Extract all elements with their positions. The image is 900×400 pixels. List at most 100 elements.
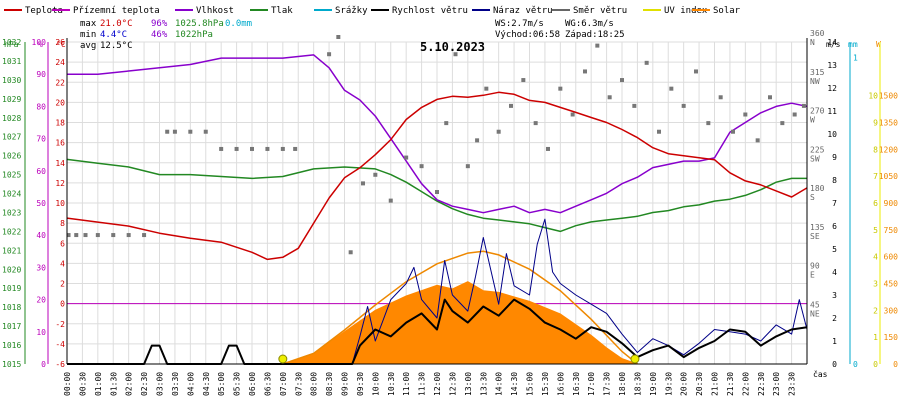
legend-label: Směr větru — [573, 6, 627, 16]
time-tick-label: 01:00 — [94, 372, 103, 396]
wind-direction-point — [465, 164, 470, 169]
legend: Teplota Přízemní teplota Vlhkost Tlak Srážky… — [4, 6, 741, 16]
wind-direction-point — [484, 86, 489, 91]
pressure-tick-label: 1025 — [2, 171, 21, 180]
wind-direction-point — [142, 233, 147, 238]
wind-direction-point — [475, 138, 480, 143]
temperature-tick-label: 26 — [55, 38, 65, 47]
wind-speed-tick-label: 3 — [832, 291, 837, 300]
solar-tick-label: 1500 — [879, 92, 898, 101]
wind-direction-point — [361, 181, 365, 186]
direction-tick-label: 315 — [810, 68, 825, 77]
uv-tick-label: 1 — [873, 333, 878, 342]
humidity-tick-label: 90 — [36, 70, 46, 79]
wind-direction-point — [348, 250, 353, 255]
time-tick-label: 09:30 — [356, 372, 365, 396]
stats-min-label: min — [80, 30, 96, 40]
wind-speed-tick-label: 10 — [827, 130, 837, 139]
wind-direction-point — [607, 95, 612, 100]
wind-speed-tick-label: 5 — [832, 245, 837, 254]
time-tick-label: 16:00 — [556, 372, 565, 396]
humidity-tick-label: 50 — [36, 199, 46, 208]
time-tick-label: 06:00 — [248, 372, 257, 396]
wind-speed-tick-label: 0 — [832, 360, 837, 369]
wind-direction-point — [219, 146, 224, 151]
sun-marker — [278, 354, 288, 364]
wind-speed-tick-label: 13 — [827, 61, 837, 70]
solar-tick-label: 450 — [884, 280, 899, 289]
legend-label: Přízemní teplota — [73, 6, 160, 16]
wind-speed-line — [67, 298, 808, 365]
wind-direction-point — [801, 103, 806, 108]
uv-tick-label: 4 — [873, 253, 878, 262]
legend-label: UV index — [664, 6, 708, 16]
time-tick-label: 00:30 — [78, 372, 87, 396]
uv-tick-label: 0 — [873, 360, 878, 369]
wind-direction-point — [755, 138, 760, 143]
uv-tick-label: 2 — [873, 306, 878, 315]
time-tick-label: 14:30 — [510, 372, 519, 396]
wind-speed-tick-label: 1 — [832, 337, 837, 346]
direction-tick-label: 180 — [810, 184, 825, 193]
wind-direction-point — [669, 86, 674, 91]
direction-tick-label: 270 — [810, 107, 825, 116]
temperature-tick-label: 22 — [55, 78, 65, 87]
line-series — [66, 54, 808, 365]
humidity-axis-unit: % — [38, 40, 43, 49]
stats-min-temp: 4.4°C — [100, 30, 127, 40]
wind-speed-axis-unit: m/s — [826, 40, 841, 49]
temperature-tick-label: 0 — [60, 300, 65, 309]
stats-sunrise: Východ:06:58 — [495, 30, 560, 40]
wind-direction-point — [595, 43, 600, 48]
wind-direction-point — [681, 103, 686, 108]
time-tick-label: 20:00 — [680, 372, 689, 396]
time-tick-label: 00:00 — [63, 372, 72, 396]
uv-tick-label: 5 — [873, 226, 878, 235]
time-tick-label: 01:30 — [109, 372, 118, 396]
stats-max-temp: 21.0°C — [100, 19, 133, 29]
wind-direction-point — [250, 146, 254, 151]
rain-tick-label: 1 — [853, 53, 858, 62]
legend-label: Teplota — [25, 6, 63, 16]
wind-direction-point — [644, 60, 649, 65]
wind-direction-point — [404, 155, 409, 160]
wind-speed-tick-label: 12 — [827, 84, 837, 93]
time-tick-label: 14:00 — [495, 372, 504, 396]
wind-direction-point — [336, 35, 341, 39]
humidity-tick-label: 10 — [36, 328, 46, 337]
time-tick-label: 04:00 — [186, 372, 195, 396]
wind-speed-tick-label: 9 — [832, 153, 837, 162]
wind-direction-point — [620, 78, 624, 83]
time-tick-label: 23:00 — [772, 372, 781, 396]
legend-label: Solar — [713, 6, 741, 16]
time-tick-label: 02:30 — [140, 372, 149, 396]
time-tick-label: 10:00 — [371, 372, 380, 396]
wind-direction-point — [111, 233, 116, 238]
time-tick-label: 07:30 — [294, 372, 303, 396]
stats-min-press: 1022hPa — [175, 30, 213, 40]
rain-tick-label: 0 — [853, 360, 858, 369]
wind-direction-point — [327, 52, 332, 57]
direction-compass-label: E — [810, 271, 815, 280]
uv-tick-label: 7 — [873, 172, 878, 181]
solar-tick-label: 600 — [884, 253, 899, 262]
time-tick-label: 08:30 — [325, 372, 334, 396]
pressure-tick-label: 1027 — [2, 133, 21, 142]
temperature-tick-label: 24 — [55, 58, 65, 67]
direction-tick-label: 45 — [810, 300, 820, 309]
stats-avg-temp: 12.5°C — [100, 41, 133, 51]
time-tick-label: 15:30 — [541, 372, 550, 396]
solar-series — [282, 250, 638, 365]
legend-label: Srážky — [335, 6, 368, 16]
pressure-tick-label: 1018 — [2, 303, 21, 312]
temperature-tick-label: -4 — [55, 340, 65, 349]
wind-direction-point — [558, 86, 563, 91]
wind-direction-point — [496, 129, 501, 134]
wind-speed-tick-label: 6 — [832, 222, 837, 231]
time-axis-unit: čas — [813, 369, 828, 379]
temperature-tick-label: -6 — [55, 360, 65, 369]
wind-direction-point — [657, 129, 661, 134]
time-tick-label: 04:30 — [202, 372, 211, 396]
legend-label: Tlak — [271, 6, 293, 16]
